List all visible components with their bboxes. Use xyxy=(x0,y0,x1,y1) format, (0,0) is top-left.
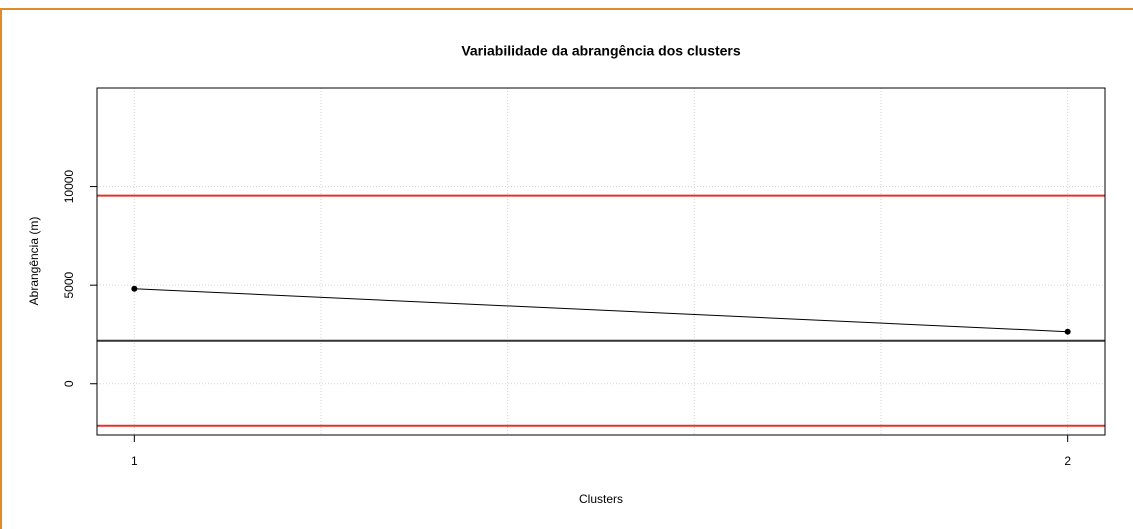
y-axis-label: Abrangência (m) xyxy=(27,217,41,306)
point xyxy=(1064,328,1071,335)
chart-title: Variabilidade da abrangência dos cluster… xyxy=(461,43,741,59)
x-axis-label: Clusters xyxy=(579,492,623,506)
frame xyxy=(0,8,1133,529)
x-tick-label: 2 xyxy=(1064,454,1071,468)
series-line xyxy=(134,288,1068,333)
y-tick-label: 10000 xyxy=(62,170,76,204)
point xyxy=(131,285,138,292)
x-tick-label: 1 xyxy=(131,454,138,468)
plot-border xyxy=(96,87,1106,436)
y-tick-label: 5000 xyxy=(62,271,76,298)
y-tick-label: 0 xyxy=(62,380,76,387)
